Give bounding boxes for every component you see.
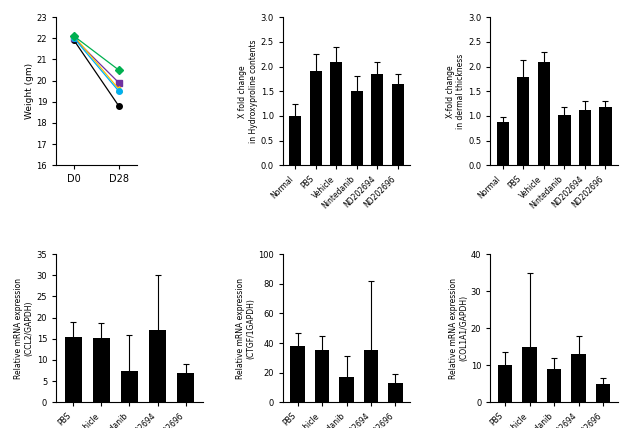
Y-axis label: X fold change
in Hydroxyproline contents: X fold change in Hydroxyproline contents xyxy=(238,39,258,143)
Bar xyxy=(290,346,305,402)
Bar xyxy=(93,338,110,402)
Bar xyxy=(310,71,322,165)
Y-axis label: Relative mRNA expression
(COL1A1/GAPDH): Relative mRNA expression (COL1A1/GAPDH) xyxy=(449,278,468,379)
Y-axis label: Relative mRNA expression
(CTGF/1GAPDH): Relative mRNA expression (CTGF/1GAPDH) xyxy=(236,278,255,379)
Bar xyxy=(558,115,570,165)
Bar xyxy=(330,62,343,165)
Bar xyxy=(517,77,529,165)
Bar xyxy=(522,347,537,402)
Y-axis label: Weight (gm): Weight (gm) xyxy=(25,63,34,119)
Bar xyxy=(364,351,378,402)
Bar xyxy=(65,337,82,402)
Bar xyxy=(392,84,404,165)
Bar xyxy=(538,62,550,165)
Y-axis label: X-fold change
in dermal thickness: X-fold change in dermal thickness xyxy=(446,54,466,129)
Bar xyxy=(497,122,509,165)
Bar xyxy=(177,373,194,402)
Bar xyxy=(547,369,562,402)
Bar xyxy=(498,365,512,402)
Bar xyxy=(388,383,403,402)
Y-axis label: Relative mRNA expression
(CCL2/GAPDH): Relative mRNA expression (CCL2/GAPDH) xyxy=(14,278,34,379)
Bar xyxy=(578,110,591,165)
Bar xyxy=(121,371,138,402)
Bar xyxy=(596,384,610,402)
Bar xyxy=(599,107,612,165)
Bar xyxy=(371,74,384,165)
Bar xyxy=(289,116,301,165)
Bar xyxy=(571,354,586,402)
Bar xyxy=(149,330,166,402)
Bar xyxy=(339,377,354,402)
Bar xyxy=(351,91,363,165)
Legend: PBS, Vehicle, Nintedanib, ND202694, ND202696: PBS, Vehicle, Nintedanib, ND202694, ND20… xyxy=(130,56,182,112)
Bar xyxy=(314,351,329,402)
